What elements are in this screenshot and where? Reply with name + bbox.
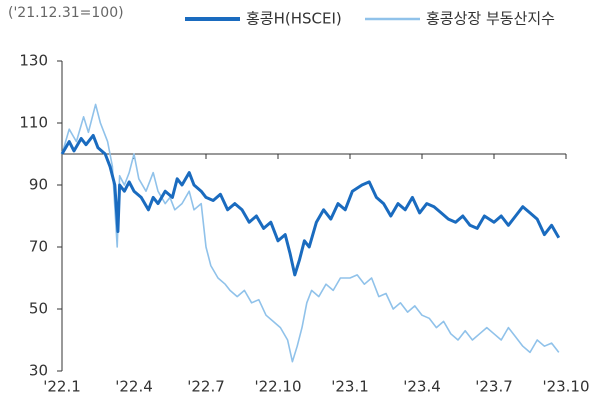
x-tick-label: '23.4 <box>403 378 441 396</box>
legend-label: 홍콩H(HSCEI) <box>246 10 342 28</box>
x-tick-label: '22.1 <box>43 378 81 396</box>
y-tick-label: 50 <box>29 300 48 318</box>
chart-subtitle: ('21.12.31=100) <box>8 5 124 21</box>
y-tick-label: 90 <box>29 176 48 194</box>
x-tick-label: '22.4 <box>115 378 153 396</box>
y-tick-label: 30 <box>29 362 48 380</box>
line <box>60 133 561 277</box>
y-tick-label: 70 <box>29 238 48 256</box>
legend-label: 홍콩상장 부동산지수 <box>426 10 555 28</box>
y-tick-label: 110 <box>19 114 48 132</box>
x-tick-label: '23.10 <box>542 378 589 396</box>
x-tick-label: '23.1 <box>331 378 369 396</box>
line <box>61 103 560 363</box>
x-tick-label: '23.7 <box>475 378 513 396</box>
x-tick-label: '22.7 <box>187 378 225 396</box>
x-tick-label: '22.10 <box>254 378 301 396</box>
y-tick-label: 130 <box>19 52 48 70</box>
